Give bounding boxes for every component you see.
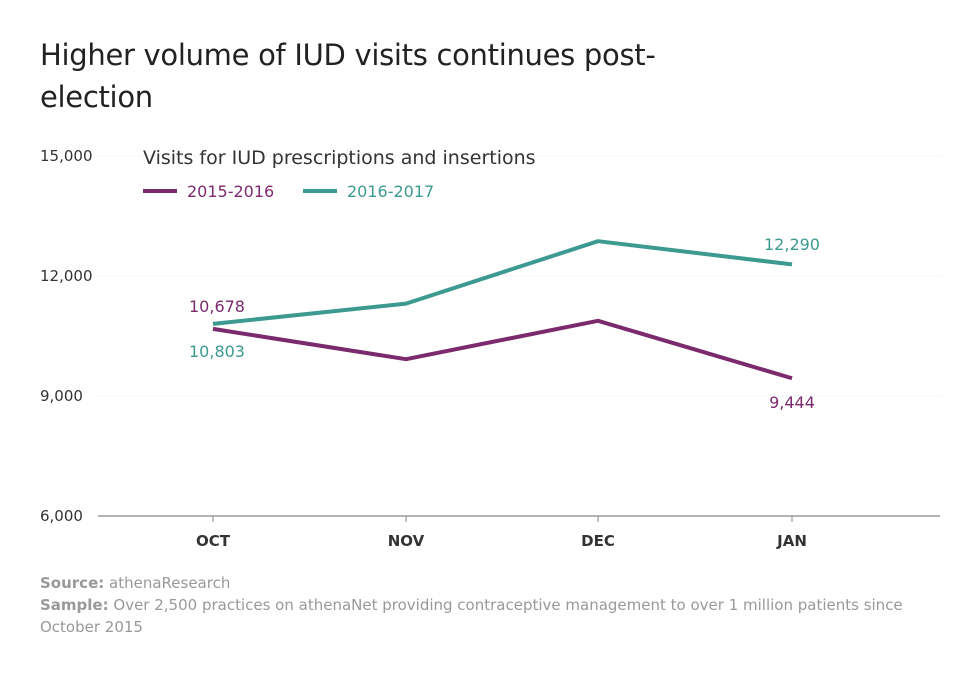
data-label: 10,678 <box>189 297 245 316</box>
x-tick-label: JAN <box>776 532 807 550</box>
chart-subtitle: Visits for IUD prescriptions and inserti… <box>143 147 536 169</box>
series-line-2016-2017 <box>212 239 793 326</box>
series-line-2015-2016 <box>212 318 793 381</box>
y-tick-label: 6,000 <box>40 507 83 525</box>
y-tick-label: 9,000 <box>40 387 83 405</box>
data-label: 10,803 <box>189 342 245 361</box>
source-text: athenaResearch <box>109 574 231 592</box>
chart-title: Higher volume of IUD visits continues po… <box>40 38 656 114</box>
source-label: Source: <box>40 574 105 592</box>
legend-label: 2015-2016 <box>187 182 274 201</box>
y-tick-label: 15,000 <box>40 147 93 165</box>
sample-note: Sample: Over 2,500 practices on athenaNe… <box>40 594 920 638</box>
sample-label: Sample: <box>40 596 109 614</box>
x-tick-label: NOV <box>388 532 425 550</box>
data-label: 9,444 <box>769 393 815 412</box>
legend-label: 2016-2017 <box>347 182 434 201</box>
x-tick-label: OCT <box>196 532 231 550</box>
source-note: Source: athenaResearch <box>40 572 920 594</box>
sample-text: Over 2,500 practices on athenaNet provid… <box>40 596 903 636</box>
x-tick-label: DEC <box>581 532 615 550</box>
data-label: 12,290 <box>764 235 820 254</box>
y-tick-label: 12,000 <box>40 267 93 285</box>
